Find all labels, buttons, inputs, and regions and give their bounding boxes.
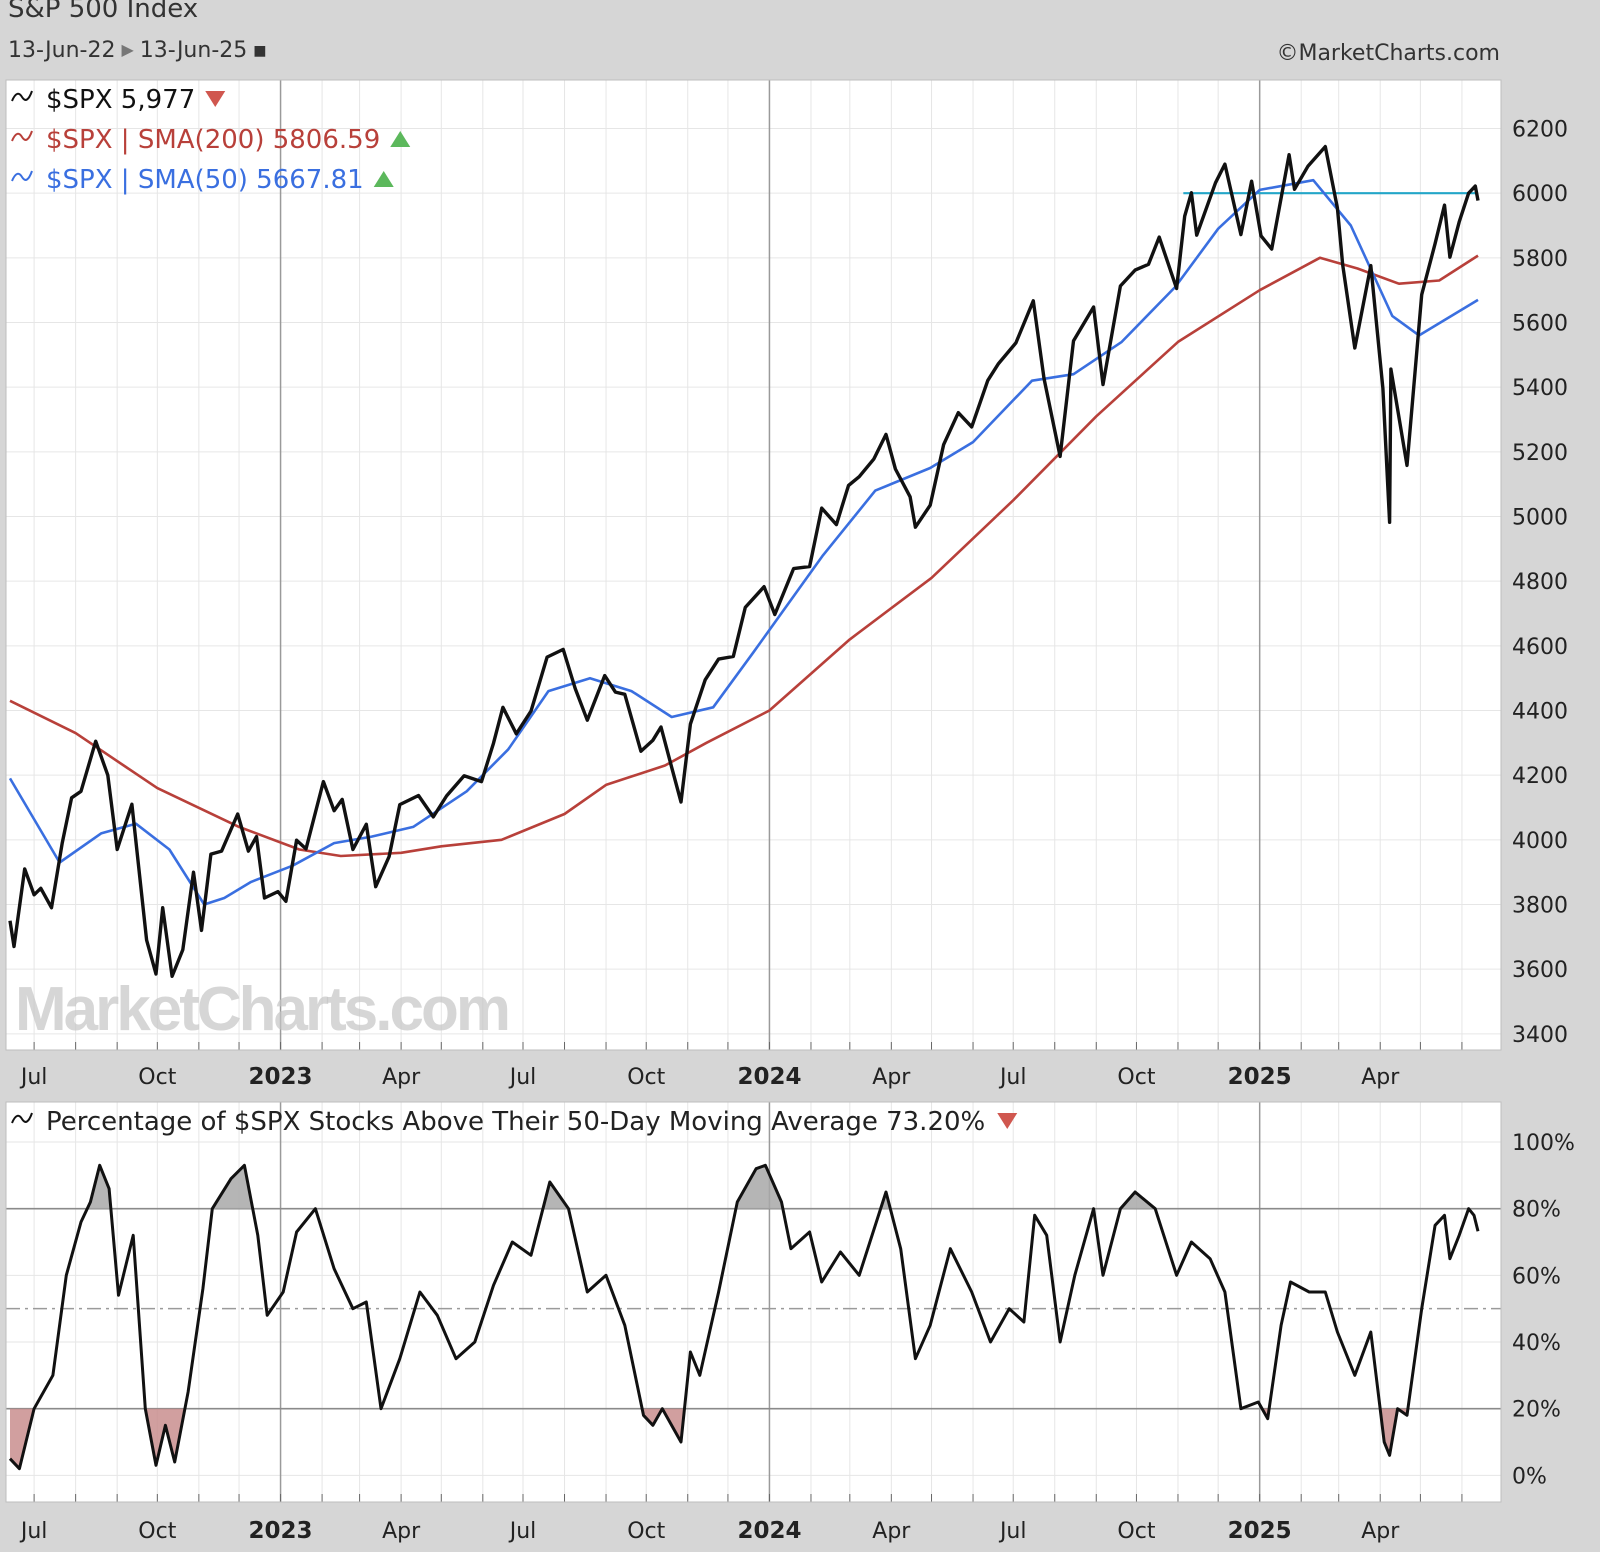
price-panel xyxy=(6,80,1501,1050)
breadth-panel-border xyxy=(5,1101,1502,1503)
series-line-icon xyxy=(11,90,33,102)
y-tick-label: 5400 xyxy=(1512,376,1568,401)
breadth-series-group xyxy=(8,1163,1480,1471)
x-tick-label: Jul xyxy=(19,1065,48,1090)
x-tick-label: Apr xyxy=(1361,1519,1400,1544)
y-tick-label: 6200 xyxy=(1512,118,1568,143)
price-x-axis: Jul Oct 2023 Apr Jul Oct 2024 Apr Jul Oct 2025 Apr xyxy=(19,1064,1400,1090)
y-tick-label: 3400 xyxy=(1512,1023,1568,1048)
y-tick-label: 5200 xyxy=(1512,441,1568,466)
series-line-icon xyxy=(11,170,33,182)
series-line-price xyxy=(8,144,1480,978)
price-legend: $SPX 5,977 $SPX | SMA(200) 5806.59 $SPX | … xyxy=(11,85,411,195)
play-icon: ▶ xyxy=(121,40,134,59)
y-tick-label: 40% xyxy=(1512,1331,1561,1356)
series-line-icon xyxy=(11,1112,33,1124)
y-tick-label: 4800 xyxy=(1512,570,1568,595)
y-tick-label: 5600 xyxy=(1512,312,1568,337)
x-tick-label: Oct xyxy=(138,1519,176,1544)
x-tick-label: Oct xyxy=(627,1065,665,1090)
legend-entry: $SPX 5,977 xyxy=(46,85,195,115)
x-tick-label: 2024 xyxy=(737,1064,801,1090)
x-tick-label: Jul xyxy=(998,1519,1027,1544)
oversold-fill xyxy=(145,1408,185,1466)
up-triangle-icon xyxy=(373,171,394,187)
down-triangle-icon xyxy=(997,1113,1018,1129)
y-tick-label: 4600 xyxy=(1512,635,1568,660)
x-tick-label: Apr xyxy=(872,1065,911,1090)
x-tick-label: 2023 xyxy=(249,1518,313,1544)
copyright: ©MarketCharts.com xyxy=(1276,41,1500,66)
x-tick-label: Oct xyxy=(1117,1065,1155,1090)
x-tick-label: Jul xyxy=(508,1519,537,1544)
overbought-fill xyxy=(735,1165,783,1209)
chart-title: S&P 500 Index xyxy=(8,0,199,24)
x-tick-label: Oct xyxy=(1117,1519,1155,1544)
overbought-fill xyxy=(212,1165,253,1209)
series-line-sma50 xyxy=(8,178,1479,906)
y-tick-label: 4200 xyxy=(1512,764,1568,789)
start-date: 13-Jun-22 xyxy=(8,38,116,63)
overbought-fill xyxy=(87,1165,111,1209)
up-triangle-icon xyxy=(390,131,411,147)
price-panel-border xyxy=(5,79,1502,1051)
y-tick-label: 6000 xyxy=(1512,182,1568,207)
y-tick-label: 0% xyxy=(1512,1464,1547,1489)
y-tick-label: 4400 xyxy=(1512,700,1568,725)
y-tick-label: 4000 xyxy=(1512,829,1568,854)
price-series-group xyxy=(8,144,1480,978)
square-icon: ■ xyxy=(253,43,267,59)
overbought-fill xyxy=(1120,1192,1156,1209)
series-line-sma200 xyxy=(9,254,1479,858)
x-tick-label: Apr xyxy=(382,1065,421,1090)
breadth-x-axis: Jul Oct 2023 Apr Jul Oct 2024 Apr Jul Oct 2025 Apr xyxy=(19,1518,1400,1544)
legend-entry: $SPX | SMA(50) 5667.81 xyxy=(46,165,364,195)
breadth-y-axis: 0% 20% 40% 60% 80% 100% xyxy=(1512,1131,1575,1489)
y-tick-label: 20% xyxy=(1512,1398,1561,1423)
x-tick-label: Oct xyxy=(627,1519,665,1544)
oversold-fill xyxy=(10,1408,35,1469)
series-line-icon xyxy=(11,130,33,142)
y-tick-label: 5000 xyxy=(1512,506,1568,531)
end-date: 13-Jun-25 xyxy=(139,38,248,63)
y-tick-label: 5800 xyxy=(1512,247,1568,272)
oversold-fill xyxy=(642,1408,663,1426)
oversold-fill xyxy=(1380,1408,1398,1456)
x-tick-label: Jul xyxy=(998,1065,1027,1090)
y-tick-label: 80% xyxy=(1512,1198,1561,1223)
y-tick-label: 3600 xyxy=(1512,958,1568,983)
y-tick-label: 100% xyxy=(1512,1131,1575,1156)
series-line-breadth xyxy=(8,1163,1480,1471)
x-tick-label: Apr xyxy=(382,1519,421,1544)
x-tick-label: Apr xyxy=(1361,1065,1400,1090)
date-range: 13-Jun-22 ▶ 13-Jun-25 ■ xyxy=(8,38,266,63)
x-tick-label: 2024 xyxy=(737,1518,801,1544)
x-tick-label: 2025 xyxy=(1228,1518,1292,1544)
price-y-axis: 3400 3600 3800 4000 4200 4400 4600 4800 5000 5200… xyxy=(1512,118,1568,1048)
x-tick-label: 2025 xyxy=(1228,1064,1292,1090)
down-triangle-icon xyxy=(205,91,226,107)
price-grid xyxy=(5,79,1502,1051)
y-tick-label: 60% xyxy=(1512,1264,1561,1289)
x-tick-label: Jul xyxy=(508,1065,537,1090)
x-tick-label: Apr xyxy=(872,1519,911,1544)
breadth-panel xyxy=(6,1102,1501,1502)
watermark: MarketCharts.com xyxy=(15,975,508,1044)
x-tick-label: Jul xyxy=(19,1519,48,1544)
x-tick-label: 2023 xyxy=(249,1064,313,1090)
legend-entry: Percentage of $SPX Stocks Above Their 50… xyxy=(46,1107,985,1137)
legend-entry: $SPX | SMA(200) 5806.59 xyxy=(46,125,380,155)
x-tick-label: Oct xyxy=(138,1065,176,1090)
breadth-legend: Percentage of $SPX Stocks Above Their 50… xyxy=(11,1107,1018,1137)
y-tick-label: 3800 xyxy=(1512,894,1568,919)
